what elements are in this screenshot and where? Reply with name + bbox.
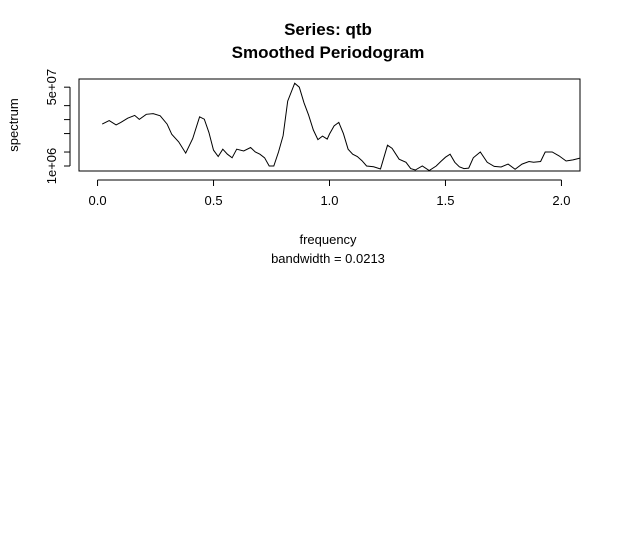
y-tick-label: 1e+06: [44, 148, 59, 185]
x-tick-label: 0.5: [204, 193, 222, 208]
y-axis-label: spectrum: [6, 98, 21, 151]
plot-box: [78, 78, 581, 172]
y-axis: 1e+06 5e+07: [44, 69, 71, 185]
bandwidth-label: bandwidth = 0.0213: [271, 251, 385, 266]
x-axis-label: frequency: [299, 232, 357, 247]
chart-subtitle: Smoothed Periodogram: [232, 43, 425, 62]
chart-title: Series: qtb: [284, 20, 372, 39]
x-tick-label: 1.5: [436, 193, 454, 208]
x-tick-label: 0.0: [89, 193, 107, 208]
spectrum-line: [101, 82, 581, 172]
x-tick-label: 2.0: [552, 193, 570, 208]
x-axis: 0.0 0.5 1.0 1.5 2.0: [89, 179, 570, 208]
x-tick-label: 1.0: [320, 193, 338, 208]
y-tick-label: 5e+07: [44, 69, 59, 106]
